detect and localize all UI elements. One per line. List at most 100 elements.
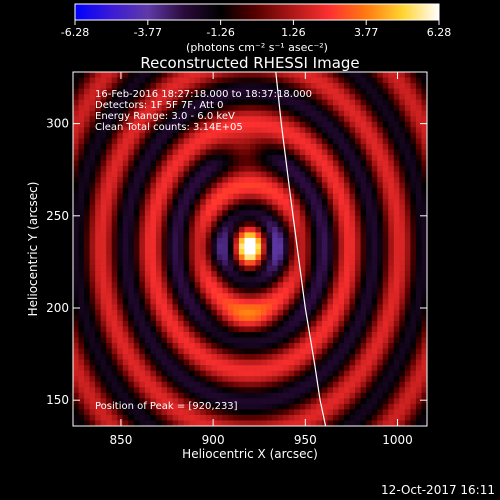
- heatmap-cell: [205, 188, 212, 194]
- heatmap-cell: [338, 420, 345, 426]
- x-axis-tick-label: 850: [109, 433, 132, 447]
- heatmap-cell: [238, 309, 245, 316]
- heatmap-cell: [178, 309, 184, 316]
- heatmap-cell: [404, 343, 411, 349]
- heatmap-cell: [360, 143, 367, 150]
- heatmap-cell: [266, 326, 273, 333]
- heatmap-cell: [294, 348, 301, 355]
- heatmap-cell: [377, 143, 384, 150]
- heatmap-cell: [332, 271, 339, 277]
- heatmap-cell: [111, 88, 118, 95]
- heatmap-cell: [161, 254, 168, 261]
- heatmap-cell: [178, 392, 184, 399]
- heatmap-cell: [388, 260, 395, 266]
- heatmap-cell: [404, 254, 411, 261]
- heatmap-cell: [178, 282, 184, 289]
- heatmap-cell: [194, 392, 201, 399]
- heatmap-cell: [133, 232, 140, 239]
- heatmap-cell: [283, 105, 290, 112]
- heatmap-cell: [327, 309, 334, 316]
- heatmap-cell: [272, 315, 278, 322]
- heatmap-cell: [222, 287, 229, 294]
- heatmap-cell: [316, 243, 323, 250]
- heatmap-cell: [211, 166, 218, 172]
- heatmap-cell: [371, 354, 378, 360]
- heatmap-cell: [84, 370, 90, 377]
- heatmap-cell: [89, 414, 96, 421]
- heatmap-cell: [161, 343, 168, 349]
- heatmap-cell: [139, 392, 146, 399]
- heatmap-cell: [421, 94, 427, 100]
- heatmap-cell: [150, 365, 157, 371]
- heatmap-cell: [89, 77, 96, 84]
- heatmap-cell: [294, 171, 301, 178]
- heatmap-cell: [161, 331, 168, 338]
- heatmap-cell: [366, 127, 372, 134]
- heatmap-cell: [305, 282, 312, 289]
- heatmap-cell: [377, 282, 384, 289]
- heatmap-cell: [227, 182, 234, 189]
- heatmap-cell: [371, 265, 378, 272]
- heatmap-cell: [388, 343, 395, 349]
- heatmap-cell: [355, 370, 361, 377]
- heatmap-cell: [388, 243, 395, 250]
- heatmap-cell: [421, 221, 427, 228]
- heatmap-cell: [128, 132, 135, 139]
- heatmap-cell: [144, 99, 151, 106]
- heatmap-cell: [266, 282, 273, 289]
- heatmap-cell: [117, 160, 124, 167]
- heatmap-cell: [261, 226, 267, 233]
- heatmap-cell: [211, 193, 218, 200]
- heatmap-cell: [244, 160, 251, 167]
- heatmap-cell: [205, 354, 212, 360]
- heatmap-cell: [161, 83, 168, 89]
- heatmap-cell: [399, 88, 406, 95]
- heatmap-cell: [366, 343, 372, 349]
- heatmap-cell: [111, 138, 118, 145]
- heatmap-cell: [277, 348, 284, 355]
- heatmap-cell: [155, 193, 162, 200]
- heatmap-cell: [200, 232, 207, 239]
- heatmap-cell: [155, 88, 162, 95]
- heatmap-cell: [216, 326, 223, 333]
- heatmap-cell: [415, 221, 422, 228]
- heatmap-cell: [189, 154, 195, 161]
- heatmap-cell: [178, 409, 184, 416]
- heatmap-cell: [216, 121, 223, 128]
- heatmap-cell: [189, 293, 195, 300]
- heatmap-cell: [327, 143, 334, 150]
- heatmap-cell: [299, 116, 306, 123]
- heatmap-cell: [189, 132, 195, 139]
- heatmap-cell: [410, 370, 417, 377]
- heatmap-cell: [360, 420, 367, 426]
- heatmap-cell: [283, 276, 290, 283]
- heatmap-cell: [106, 359, 113, 366]
- heatmap-cell: [194, 72, 201, 78]
- heatmap-cell: [211, 392, 218, 399]
- heatmap-cell: [272, 381, 278, 388]
- heatmap-cell: [161, 237, 168, 244]
- heatmap-cell: [299, 403, 306, 410]
- heatmap-cell: [366, 77, 372, 84]
- heatmap-cell: [321, 315, 328, 322]
- heatmap-cell: [294, 83, 301, 89]
- heatmap-cell: [172, 326, 179, 333]
- heatmap-cell: [178, 387, 184, 394]
- heatmap-cell: [338, 154, 345, 161]
- heatmap-cell: [250, 110, 256, 117]
- heatmap-cell: [327, 116, 334, 123]
- heatmap-cell: [89, 177, 96, 183]
- heatmap-cell: [183, 83, 190, 89]
- heatmap-cell: [349, 387, 356, 394]
- heatmap-cell: [139, 337, 146, 344]
- heatmap-cell: [194, 343, 201, 349]
- heatmap-cell: [200, 271, 207, 277]
- heatmap-cell: [415, 226, 422, 233]
- heatmap-cell: [205, 276, 212, 283]
- heatmap-cell: [360, 243, 367, 250]
- heatmap-cell: [172, 409, 179, 416]
- heatmap-cell: [100, 359, 107, 366]
- heatmap-cell: [178, 77, 184, 84]
- heatmap-cell: [139, 243, 146, 250]
- heatmap-cell: [266, 88, 273, 95]
